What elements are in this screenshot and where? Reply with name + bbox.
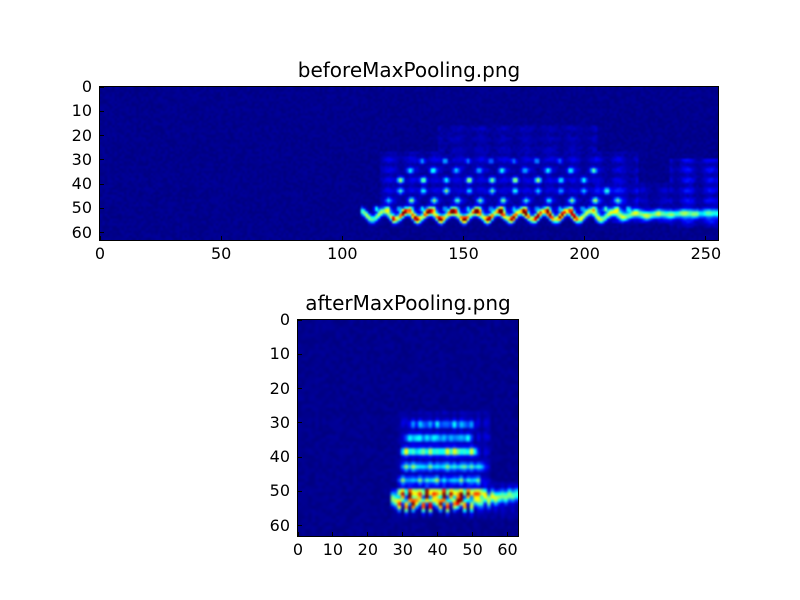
y-tick-mark — [100, 232, 104, 234]
y-tick-mark — [298, 525, 302, 527]
x-tick-mark — [341, 236, 343, 240]
y-tick-label: 50 — [71, 198, 92, 218]
after-maxpooling-chart: afterMaxPooling.png 0 10 20 30 40 50 60 0 10 20 30… — [270, 293, 519, 558]
y-tick-label: 0 — [279, 310, 290, 329]
x-tick-label: 0 — [292, 540, 304, 559]
after-maxpooling-heatmap — [297, 319, 519, 537]
x-tick-mark — [437, 532, 439, 536]
before-maxpooling-heatmap — [99, 86, 719, 241]
chart-title: beforeMaxPooling.png — [297, 58, 521, 82]
x-tick-label: 250 — [690, 244, 722, 263]
x-tick-mark — [367, 532, 369, 536]
x-tick-label: 50 — [462, 540, 483, 559]
y-tick-label: 20 — [269, 378, 290, 398]
y-tick-mark — [100, 86, 104, 88]
x-tick-mark — [472, 532, 474, 536]
y-tick-mark — [298, 422, 302, 424]
x-tick-label: 100 — [327, 244, 358, 263]
y-tick-mark — [100, 207, 104, 209]
x-tick-label: 60 — [497, 540, 518, 559]
x-tick-mark — [463, 236, 465, 240]
y-tick-label: 30 — [269, 412, 290, 432]
x-tick-label: 50 — [210, 244, 232, 263]
x-tick-label: 30 — [392, 540, 413, 559]
y-tick-label: 40 — [71, 174, 92, 194]
y-tick-mark — [298, 319, 302, 321]
x-tick-label: 10 — [322, 540, 344, 559]
x-tick-mark — [402, 532, 404, 536]
x-tick-mark — [297, 532, 299, 536]
x-tick-mark — [705, 236, 707, 240]
x-tick-label: 0 — [94, 244, 106, 263]
chart-title: afterMaxPooling.png — [305, 291, 511, 315]
x-tick-mark — [584, 236, 586, 240]
x-tick-label: 200 — [569, 244, 600, 263]
x-tick-label: 40 — [427, 540, 448, 559]
y-tick-mark — [298, 388, 302, 390]
y-tick-mark — [298, 456, 302, 458]
x-tick-mark — [220, 236, 222, 240]
y-tick-label: 0 — [81, 77, 92, 96]
x-tick-mark — [99, 236, 101, 240]
y-tick-label: 10 — [71, 101, 92, 121]
x-tick-mark — [332, 532, 334, 536]
y-tick-label: 50 — [269, 481, 290, 501]
y-tick-label: 30 — [71, 149, 92, 169]
x-tick-mark — [507, 532, 509, 536]
y-tick-label: 60 — [71, 222, 92, 242]
y-tick-mark — [298, 490, 302, 492]
y-tick-mark — [100, 110, 104, 112]
before-maxpooling-chart: beforeMaxPooling.png 0 50 100 150 200 250 0 10 2… — [72, 60, 722, 262]
x-tick-label: 20 — [357, 540, 379, 559]
y-tick-mark — [100, 183, 104, 185]
y-tick-label: 20 — [71, 125, 92, 145]
y-tick-mark — [100, 159, 104, 161]
y-tick-label: 40 — [269, 447, 290, 467]
y-tick-mark — [100, 135, 104, 137]
y-tick-label: 60 — [269, 515, 290, 535]
x-tick-label: 150 — [448, 244, 479, 263]
y-tick-mark — [298, 353, 302, 355]
y-tick-label: 10 — [269, 344, 290, 364]
